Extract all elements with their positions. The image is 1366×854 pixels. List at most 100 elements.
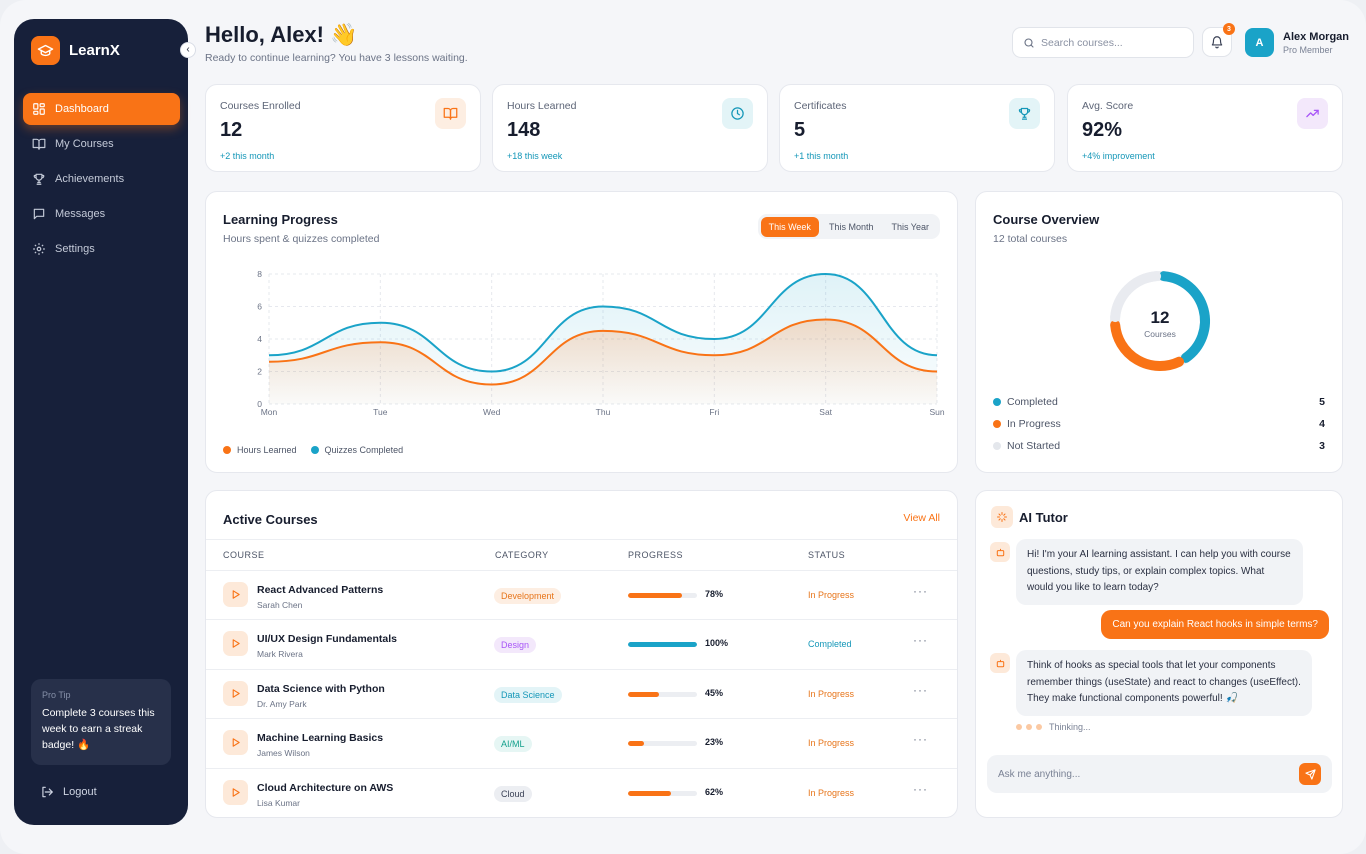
search-input[interactable] bbox=[1041, 36, 1181, 49]
range-this-year[interactable]: This Year bbox=[891, 221, 929, 232]
user-menu[interactable]: A Alex Morgan Pro Member bbox=[1245, 28, 1349, 57]
course-title[interactable]: Data Science with Python bbox=[257, 683, 385, 695]
stat-label: Certificates bbox=[794, 100, 847, 112]
series-hours-learned-line bbox=[268, 318, 938, 386]
play-icon[interactable] bbox=[223, 730, 248, 755]
learning-progress-panel: Learning Progress Hours spent & quizzes … bbox=[205, 191, 958, 473]
overview-row-completed: Completed 5 bbox=[993, 396, 1325, 408]
x-tick-label: Sat bbox=[819, 407, 832, 417]
sidebar-item-settings[interactable]: Settings bbox=[23, 233, 180, 265]
play-icon[interactable] bbox=[223, 582, 248, 607]
sidebar-item-achievements[interactable]: Achievements bbox=[23, 163, 180, 195]
play-icon[interactable] bbox=[223, 681, 248, 706]
page-title: Hello, Alex! 👋 bbox=[205, 22, 358, 47]
chat-input[interactable] bbox=[998, 768, 1288, 780]
play-icon[interactable] bbox=[223, 631, 248, 656]
progress-bar-fill bbox=[628, 642, 697, 647]
more-options-button[interactable]: ··· bbox=[913, 584, 928, 598]
page-subtitle: Ready to continue learning? You have 3 l… bbox=[205, 52, 468, 64]
view-all-link[interactable]: View All bbox=[903, 512, 940, 524]
message-icon bbox=[33, 208, 45, 220]
stat-card-hours-learned: Hours Learned 148 +18 this week bbox=[492, 84, 768, 172]
stat-value: 5 bbox=[794, 119, 806, 141]
status-text: In Progress bbox=[808, 689, 855, 699]
table-row[interactable]: UI/UX Design Fundamentals Mark Rivera De… bbox=[206, 619, 957, 669]
course-title[interactable]: UI/UX Design Fundamentals bbox=[257, 633, 398, 645]
stat-delta: +4% improvement bbox=[1082, 151, 1155, 161]
play-icon[interactable] bbox=[223, 780, 248, 805]
legend-swatch bbox=[310, 446, 319, 454]
donut-segment-not-started bbox=[1110, 271, 1162, 323]
sidebar-item-messages[interactable]: Messages bbox=[23, 198, 180, 230]
column-header-course: COURSE bbox=[223, 550, 265, 560]
robot-icon bbox=[990, 653, 1010, 673]
sidebar-nav: Dashboard My Courses Achievements Messag… bbox=[23, 93, 180, 268]
progress-bar bbox=[628, 741, 697, 746]
table-row[interactable]: Machine Learning Basics James Wilson AI/… bbox=[206, 718, 957, 768]
book-icon bbox=[32, 138, 46, 150]
sidebar-item-my-courses[interactable]: My Courses bbox=[23, 128, 180, 160]
panel-title: Learning Progress bbox=[223, 212, 338, 227]
stat-value: 12 bbox=[220, 119, 243, 141]
course-title[interactable]: Cloud Architecture on AWS bbox=[257, 782, 394, 794]
progress-bar-fill bbox=[628, 692, 660, 697]
logout-icon bbox=[42, 786, 53, 798]
y-tick-label: 6 bbox=[257, 302, 262, 312]
stat-card-courses-enrolled: Courses Enrolled 12 +2 this month bbox=[205, 84, 481, 172]
notifications-badge: 3 bbox=[1223, 23, 1235, 35]
y-tick-label: 0 bbox=[257, 399, 262, 409]
column-header-category: CATEGORY bbox=[495, 550, 549, 560]
status-text: In Progress bbox=[808, 738, 855, 748]
more-options-button[interactable]: ··· bbox=[913, 683, 928, 697]
course-title[interactable]: Machine Learning Basics bbox=[257, 732, 384, 744]
x-tick-label: Tue bbox=[373, 407, 388, 417]
range-this-week[interactable]: This Week bbox=[760, 216, 819, 237]
category-chip: AI/ML bbox=[494, 736, 532, 752]
donut-total-label: Courses bbox=[1144, 329, 1176, 339]
donut-segment-in-progress bbox=[1110, 319, 1185, 371]
table-row[interactable]: Data Science with Python Dr. Amy Park Da… bbox=[206, 669, 957, 719]
more-options-button[interactable]: ··· bbox=[913, 732, 928, 746]
more-options-button[interactable]: ··· bbox=[913, 782, 928, 796]
x-tick-label: Sun bbox=[929, 407, 944, 417]
notifications-button[interactable]: 3 bbox=[1202, 23, 1235, 57]
logout-button[interactable]: Logout bbox=[40, 785, 97, 799]
status-text: In Progress bbox=[808, 788, 855, 798]
overview-row-not-started: Not Started 3 bbox=[993, 440, 1325, 452]
range-this-month[interactable]: This Month bbox=[828, 221, 874, 232]
course-author: Sarah Chen bbox=[257, 600, 303, 610]
robot-icon bbox=[990, 542, 1010, 562]
table-row[interactable]: React Advanced Patterns Sarah Chen Devel… bbox=[206, 570, 957, 620]
course-author: James Wilson bbox=[257, 748, 310, 758]
course-overview-panel: Course Overview 12 total courses 12 Cours… bbox=[975, 191, 1343, 473]
collapse-sidebar-button[interactable]: ‹ bbox=[180, 42, 196, 58]
sidebar-item-dashboard[interactable]: Dashboard bbox=[23, 93, 180, 125]
stat-delta: +18 this week bbox=[507, 151, 563, 161]
pro-tip-text: Complete 3 courses this week to earn a s… bbox=[42, 707, 155, 751]
chat-message-bot: Think of hooks as special tools that let… bbox=[1016, 650, 1312, 716]
send-button[interactable] bbox=[1299, 763, 1321, 785]
typing-label: Thinking... bbox=[1049, 722, 1091, 732]
category-chip: Cloud bbox=[494, 786, 532, 802]
sidebar-item-label: Dashboard bbox=[55, 103, 109, 115]
y-tick-label: 4 bbox=[257, 334, 262, 344]
series-hours-learned-area bbox=[269, 319, 937, 404]
progress-bar-fill bbox=[628, 741, 644, 746]
typing-dot bbox=[1036, 724, 1042, 730]
active-courses-panel: Active Courses View All COURSE CATEGORY … bbox=[205, 490, 958, 818]
x-tick-label: Fri bbox=[709, 407, 719, 417]
stat-value: 148 bbox=[507, 119, 541, 141]
course-title[interactable]: React Advanced Patterns bbox=[257, 584, 384, 596]
legend-hours-learned[interactable]: Hours Learned bbox=[223, 445, 297, 455]
more-options-button[interactable]: ··· bbox=[913, 633, 928, 647]
legend-swatch bbox=[993, 442, 1001, 450]
table-row[interactable]: Cloud Architecture on AWS Lisa Kumar Clo… bbox=[206, 768, 957, 817]
course-author: Lisa Kumar bbox=[257, 798, 300, 808]
chat-input-box bbox=[987, 755, 1332, 793]
category-chip: Development bbox=[494, 588, 562, 604]
legend-quizzes-completed[interactable]: Quizzes Completed bbox=[310, 445, 403, 455]
legend-swatch bbox=[223, 446, 231, 454]
overview-count: 5 bbox=[1319, 396, 1325, 408]
brand[interactable]: LearnX bbox=[31, 36, 120, 65]
search-box[interactable] bbox=[1012, 27, 1194, 58]
